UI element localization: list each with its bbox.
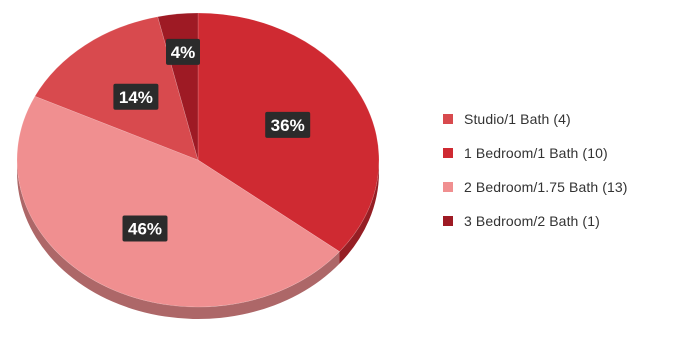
slice-label-3-bedroom: 4% [166,38,200,65]
label-box [113,83,159,110]
label-box [166,38,200,65]
legend-swatch [443,215,453,226]
legend-item-studio: Studio/1 Bath (4) [443,110,668,127]
slice-label-2-bedroom: 46% [122,215,168,242]
label-text: 14% [119,88,153,107]
legend-swatch [443,181,453,192]
pie-depth-layer [17,160,379,319]
pie-label-layer: 36% 46% 14% 4% [113,38,311,242]
pie-side-1-bedroom [339,160,379,264]
label-text: 46% [128,220,162,239]
slice-label-1-bedroom: 36% [265,111,311,138]
legend-label: 1 Bedroom/1 Bath (10) [464,144,608,161]
legend-swatch [443,113,453,124]
legend: Studio/1 Bath (4) 1 Bedroom/1 Bath (10) … [443,110,668,246]
legend-label: Studio/1 Bath (4) [464,110,571,127]
label-box [265,111,311,138]
legend-label: 3 Bedroom/2 Bath (1) [464,212,600,229]
label-box [122,215,168,242]
legend-swatch [443,147,453,158]
legend-item-1-bedroom: 1 Bedroom/1 Bath (10) [443,144,668,161]
pie-slice-2-bedroom [16,95,340,308]
legend-label: 2 Bedroom/1.75 Bath (13) [464,178,628,195]
slice-label-studio: 14% [113,83,159,110]
label-text: 4% [171,43,196,62]
legend-item-2-bedroom: 2 Bedroom/1.75 Bath (13) [443,178,668,195]
legend-item-3-bedroom: 3 Bedroom/2 Bath (1) [443,212,668,229]
label-text: 36% [271,116,305,135]
